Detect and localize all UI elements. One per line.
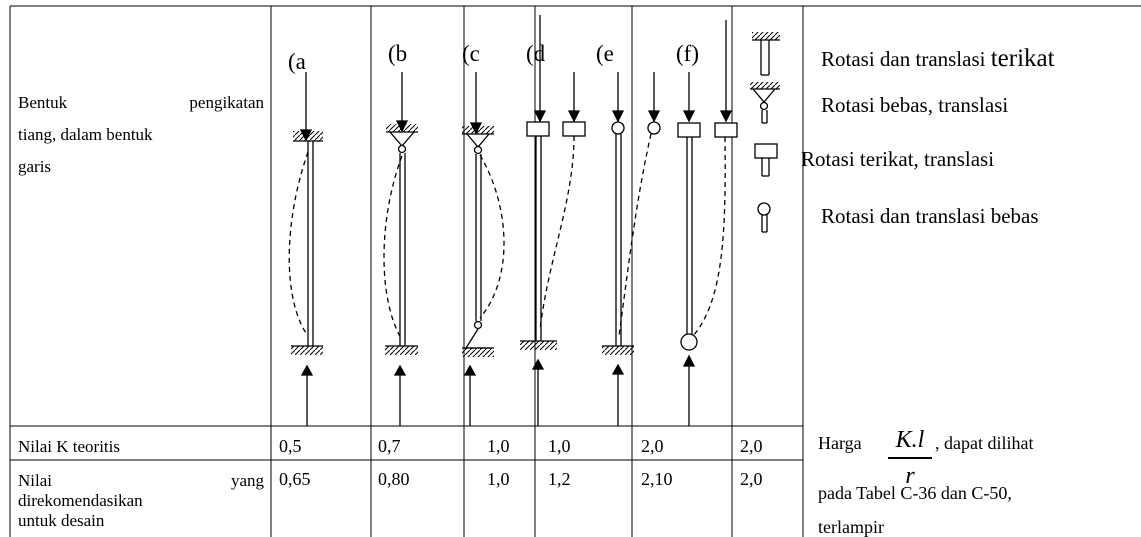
row-header-line2: tiang, dalam bentuk xyxy=(18,125,153,144)
note-line2: pada Tabel C-36 dan C-50, xyxy=(818,483,1012,503)
column-label-b: (b xyxy=(388,41,408,66)
row-label-rekomendasi-line3: untuk desain xyxy=(18,511,105,530)
fraction-denominator: r xyxy=(905,462,915,489)
k-teoritis-a: 0,5 xyxy=(279,436,302,456)
column-label-f: (f) xyxy=(676,41,699,66)
row-header-line3: garis xyxy=(18,157,52,176)
row-header-bentuk: Bentuk pengikatan tiang, dalam bentuk ga… xyxy=(18,87,264,183)
row-label-rekomendasi: Nilai yang direkomendasikan untuk desain xyxy=(18,471,264,531)
fraction-kl-over-r: K.l r xyxy=(886,427,934,490)
k-rekomendasi-f: 2,0 xyxy=(740,469,763,489)
table-grid xyxy=(9,5,1141,537)
k-rekomendasi-d: 1,2 xyxy=(548,469,571,489)
note-harga: Harga xyxy=(818,433,862,453)
free-end-icon xyxy=(757,202,771,233)
legend-text-sliding: Rotasi terikat, translasi xyxy=(801,147,995,171)
column-label-e: (e xyxy=(596,41,614,66)
note-line3: terlampir xyxy=(818,517,884,537)
fraction-bar xyxy=(888,457,932,459)
column-label-c: (c xyxy=(462,41,480,66)
column-label-a: (a xyxy=(288,49,306,74)
row-label-rekomendasi-line2: direkomendasikan xyxy=(18,491,143,510)
sliding-support-icon xyxy=(754,143,778,177)
legend-text-fixed: Rotasi dan translasi terikat xyxy=(821,46,1055,71)
legend-text-pin: Rotasi bebas, translasi xyxy=(821,93,1009,117)
diagram-column-b xyxy=(383,72,418,426)
diagram-column-c xyxy=(462,72,505,426)
fraction-numerator: K.l xyxy=(895,427,925,453)
k-rekomendasi-c: 1,0 xyxy=(487,469,510,489)
row-label-k-teoritis: Nilai K teoritis xyxy=(18,437,120,456)
legend-text-fixed-a: Rotasi dan translasi xyxy=(821,47,991,71)
pin-support-icon xyxy=(750,82,780,124)
fixed-support-icon xyxy=(752,32,780,76)
k-teoritis-f: 2,0 xyxy=(740,436,763,456)
row-label-word-yang: yang xyxy=(230,471,264,490)
k-rekomendasi-e: 2,10 xyxy=(641,469,673,489)
k-teoritis-d: 1,0 xyxy=(548,436,571,456)
diagram-column-e xyxy=(602,72,661,426)
diagram-column-d xyxy=(520,15,586,426)
row-label-word-nilai: Nilai xyxy=(18,471,52,490)
legend-text-free: Rotasi dan translasi bebas xyxy=(821,204,1039,228)
k-teoritis-e: 2,0 xyxy=(641,436,664,456)
row-header-line1: Bentuk pengikatan xyxy=(18,87,264,119)
row-header-word-pengikatan: pengikatan xyxy=(189,93,264,112)
row-label-rekomendasi-line1: Nilai yang xyxy=(18,471,264,491)
note-dapat-dilihat: , dapat dilihat xyxy=(935,433,1034,453)
k-rekomendasi-a: 0,65 xyxy=(279,469,311,489)
k-rekomendasi-b: 0,80 xyxy=(378,469,410,489)
diagram-column-a xyxy=(288,72,323,426)
k-teoritis-b: 0,7 xyxy=(378,436,401,456)
legend-text-fixed-b: terikat xyxy=(990,45,1055,72)
diagram-column-f xyxy=(677,20,738,426)
row-header-word-bentuk: Bentuk xyxy=(18,93,68,112)
k-teoritis-c: 1,0 xyxy=(487,436,510,456)
